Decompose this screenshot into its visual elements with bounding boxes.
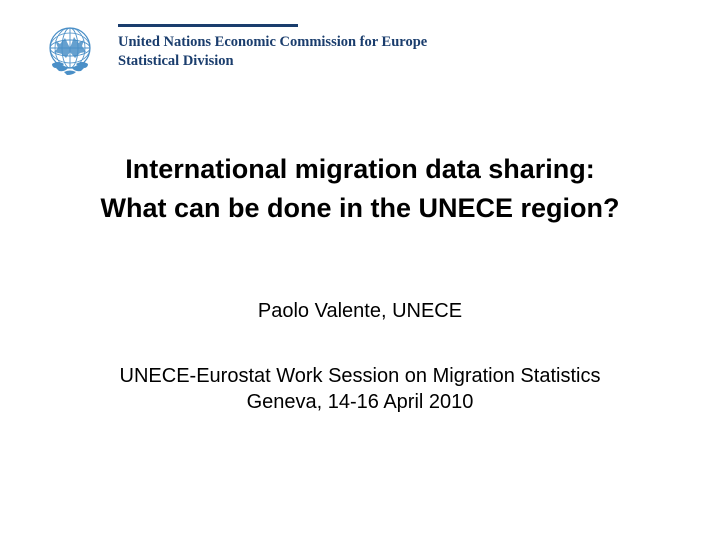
session-line1: UNECE-Eurostat Work Session on Migration… [40,363,680,389]
org-name-line1: United Nations Economic Commission for E… [118,33,427,52]
session-line2: Geneva, 14-16 April 2010 [40,389,680,415]
header-text: United Nations Economic Commission for E… [118,20,427,71]
title-line1: International migration data sharing: [40,150,680,189]
header-rule [118,24,298,27]
slide-title: International migration data sharing: Wh… [0,150,720,228]
org-name-line2: Statistical Division [118,52,427,71]
author-line: Paolo Valente, UNECE [0,300,720,323]
un-logo-icon [40,20,100,80]
session-info: UNECE-Eurostat Work Session on Migration… [0,363,720,415]
title-line2: What can be done in the UNECE region? [40,189,680,228]
slide-header: United Nations Economic Commission for E… [0,0,720,80]
